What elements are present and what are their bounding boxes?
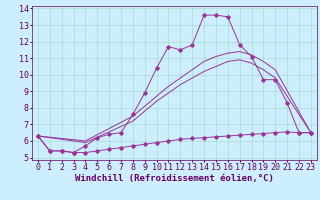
X-axis label: Windchill (Refroidissement éolien,°C): Windchill (Refroidissement éolien,°C) — [75, 174, 274, 183]
